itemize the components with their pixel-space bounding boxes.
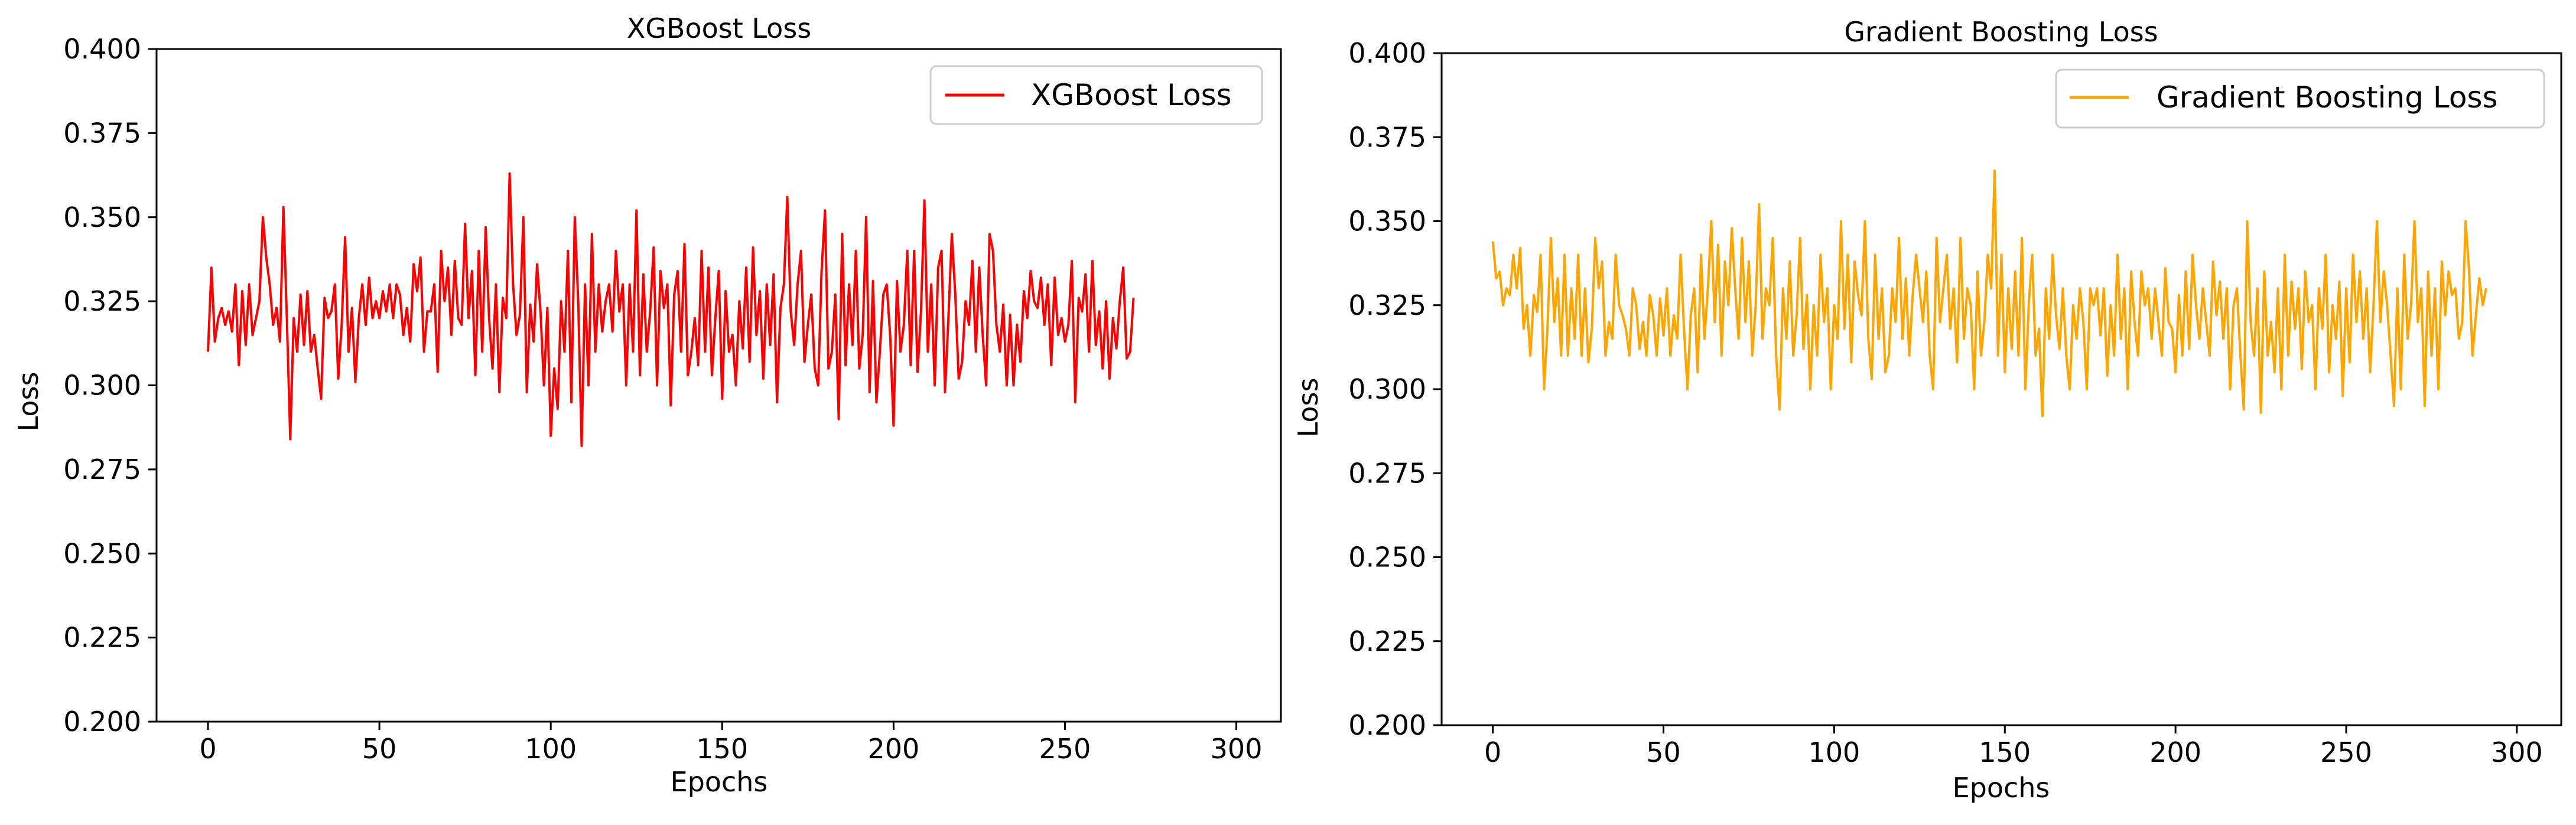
x-tick-label: 200 bbox=[867, 733, 919, 765]
y-tick-label: 0.325 bbox=[1348, 289, 1426, 321]
y-tick-label: 0.375 bbox=[1348, 121, 1426, 153]
y-tick-label: 0.275 bbox=[1348, 457, 1426, 489]
y-tick-label: 0.225 bbox=[63, 622, 141, 654]
y-tick-label: 0.400 bbox=[63, 33, 141, 65]
y-axis-label: Loss bbox=[12, 372, 44, 432]
y-tick-label: 0.275 bbox=[63, 454, 141, 485]
x-tick-label: 100 bbox=[1808, 736, 1860, 768]
legend-frame bbox=[2055, 69, 2545, 129]
x-tick-label: 150 bbox=[1979, 736, 2031, 768]
y-tick-label: 0.250 bbox=[1348, 542, 1426, 573]
xgboost-legend: XGBoost Loss bbox=[929, 65, 1263, 125]
x-tick-label: 0 bbox=[199, 733, 216, 765]
y-tick-label: 0.200 bbox=[63, 706, 141, 738]
gradient-boosting-plot-area: 0 50 100 150 200 250 300 0.200 0.225 0.250 0.275 0.… bbox=[1348, 37, 2562, 768]
y-tick-label: 0.350 bbox=[63, 201, 141, 233]
y-tick-label: 0.300 bbox=[63, 370, 141, 402]
x-tick-label: 50 bbox=[362, 733, 397, 765]
legend-label-gradient-boosting: Gradient Boosting Loss bbox=[2157, 80, 2498, 115]
chart-title: Gradient Boosting Loss bbox=[1844, 16, 2158, 48]
legend-frame bbox=[929, 65, 1263, 125]
xgboost-loss-chart: XGBoost Loss 0 50 100 150 200 250 300 0.200 0.22… bbox=[12, 12, 1282, 798]
series-line-0 bbox=[207, 172, 1135, 448]
gradient-boosting-loss-chart: Gradient Boosting Loss 0 50 100 150 200 250 30… bbox=[1292, 16, 2562, 804]
x-tick-label: 100 bbox=[525, 733, 577, 765]
y-tick-label: 0.225 bbox=[1348, 625, 1426, 657]
x-tick-label: 150 bbox=[696, 733, 748, 765]
y-tick-label: 0.325 bbox=[63, 285, 141, 317]
series-line-0 bbox=[1491, 169, 2487, 418]
x-axis-label: Epochs bbox=[671, 766, 768, 798]
y-tick-label: 0.375 bbox=[63, 117, 141, 149]
y-tick-label: 0.350 bbox=[1348, 206, 1426, 237]
legend-label-xgboost: XGBoost Loss bbox=[1031, 78, 1232, 112]
chart-title: XGBoost Loss bbox=[627, 12, 812, 44]
x-tick-label: 250 bbox=[1039, 733, 1091, 765]
y-tick-label: 0.250 bbox=[63, 537, 141, 569]
gradient-boosting-legend: Gradient Boosting Loss bbox=[2055, 69, 2545, 129]
x-tick-label: 0 bbox=[1484, 736, 1501, 768]
x-tick-label: 300 bbox=[2491, 736, 2543, 768]
y-tick-label: 0.400 bbox=[1348, 37, 1426, 69]
x-tick-label: 50 bbox=[1646, 736, 1681, 768]
y-tick-label: 0.200 bbox=[1348, 709, 1426, 741]
x-axis-label: Epochs bbox=[1953, 772, 2050, 804]
y-axis-label: Loss bbox=[1292, 378, 1324, 438]
x-tick-label: 200 bbox=[2149, 736, 2201, 768]
y-tick-label: 0.300 bbox=[1348, 373, 1426, 405]
x-tick-label: 300 bbox=[1211, 733, 1263, 765]
xgboost-plot-area: 0 50 100 150 200 250 300 0.200 0.225 0.250 0.275 0.… bbox=[63, 33, 1282, 765]
x-tick-label: 250 bbox=[2320, 736, 2372, 768]
